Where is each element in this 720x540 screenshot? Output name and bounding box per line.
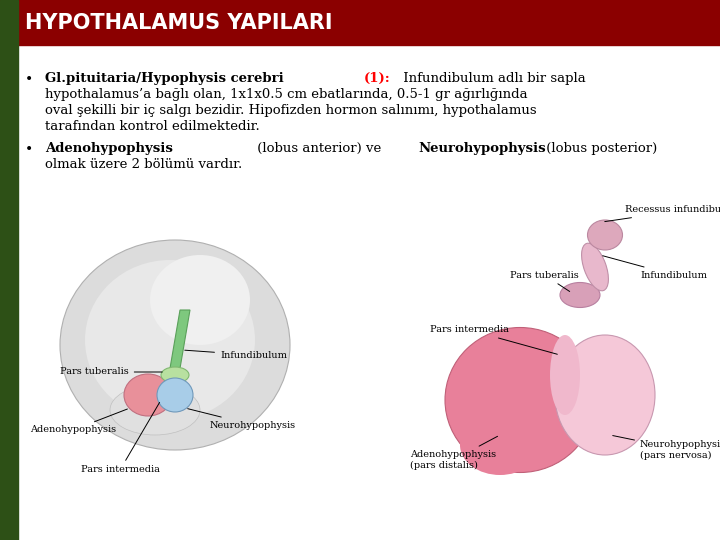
Text: Adenohypophysis: Adenohypophysis	[45, 143, 173, 156]
Ellipse shape	[460, 415, 540, 475]
Polygon shape	[168, 310, 190, 380]
Text: HYPOTHALAMUS YAPILARI: HYPOTHALAMUS YAPILARI	[25, 13, 333, 33]
Text: •: •	[25, 143, 33, 157]
Ellipse shape	[560, 282, 600, 307]
Text: Pars tuberalis: Pars tuberalis	[510, 271, 579, 292]
Text: •: •	[25, 72, 33, 86]
Text: Neurohypophysis: Neurohypophysis	[188, 409, 296, 429]
Ellipse shape	[445, 327, 595, 472]
Text: Pars intermedia: Pars intermedia	[430, 326, 557, 354]
Ellipse shape	[161, 367, 189, 383]
Text: Infundibulum: Infundibulum	[603, 256, 707, 280]
Ellipse shape	[150, 255, 250, 345]
Text: Neurohypophysis
(pars nervosa): Neurohypophysis (pars nervosa)	[613, 436, 720, 460]
Bar	[0, 0, 720, 45]
Ellipse shape	[555, 335, 655, 455]
Text: Pars intermedia: Pars intermedia	[81, 402, 160, 475]
Text: Infundibulum adlı bir sapla: Infundibulum adlı bir sapla	[399, 72, 585, 85]
Text: hypothalamus’a bağlı olan, 1x1x0.5 cm ebatlarında, 0.5-1 gr ağırlığında: hypothalamus’a bağlı olan, 1x1x0.5 cm eb…	[45, 88, 528, 101]
Ellipse shape	[124, 374, 172, 416]
Text: (1):: (1):	[364, 72, 390, 85]
Ellipse shape	[582, 243, 608, 291]
Text: Gl.pituitaria/Hypophysis cerebri: Gl.pituitaria/Hypophysis cerebri	[45, 72, 284, 85]
Text: (lobus anterior) ve: (lobus anterior) ve	[253, 143, 385, 156]
Text: Pars tuberalis: Pars tuberalis	[60, 368, 162, 376]
Bar	[0, 0, 18, 540]
Text: oval şekilli bir iç salgı bezidir. Hipofizden hormon salınımı, hypothalamus: oval şekilli bir iç salgı bezidir. Hipof…	[45, 104, 536, 117]
Text: Adenohypophysis: Adenohypophysis	[30, 409, 127, 435]
Ellipse shape	[550, 335, 580, 415]
Ellipse shape	[157, 378, 193, 412]
Text: Adenohypophysis
(pars distalis): Adenohypophysis (pars distalis)	[410, 436, 498, 470]
Text: Recessus infundibularis: Recessus infundibularis	[605, 206, 720, 221]
Ellipse shape	[85, 260, 255, 420]
Text: tarafından kontrol edilmektedir.: tarafından kontrol edilmektedir.	[45, 120, 260, 133]
Ellipse shape	[110, 385, 200, 435]
Ellipse shape	[588, 220, 623, 250]
Text: Neurohypophysis: Neurohypophysis	[418, 143, 546, 156]
Text: olmak üzere 2 bölümü vardır.: olmak üzere 2 bölümü vardır.	[45, 158, 242, 171]
Text: Infundibulum: Infundibulum	[185, 350, 287, 360]
Ellipse shape	[60, 240, 290, 450]
Text: (lobus posterior): (lobus posterior)	[542, 143, 657, 156]
